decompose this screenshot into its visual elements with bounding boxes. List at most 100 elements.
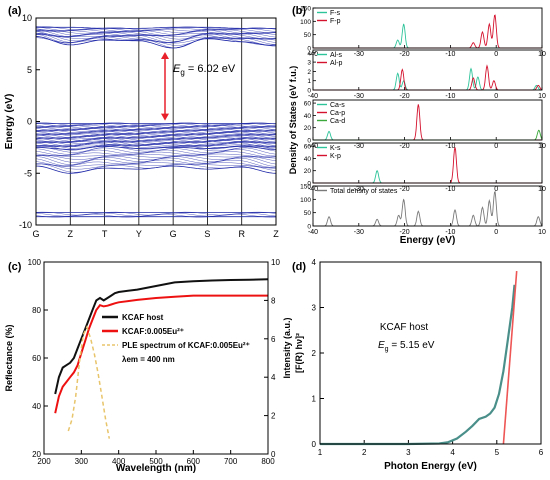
ytick-label: -5: [24, 168, 32, 178]
dos-curve: [313, 64, 543, 91]
panel-c-xlabel: Wavelength (nm): [116, 463, 196, 474]
tauc-xtick-label: 4: [450, 448, 455, 457]
dos-legend-label: Ca-p: [330, 110, 345, 117]
refl-ytick-label: 20: [32, 450, 41, 459]
panel-d-ylabel: [F(R) hν]²: [294, 333, 304, 373]
tauc-ytick-label: 4: [312, 258, 317, 267]
tauc-xtick-label: 2: [362, 448, 367, 457]
refl-ytick-label: 80: [32, 306, 41, 315]
dos-ytick-label: 1: [307, 78, 311, 85]
dos-ytick-label: 150: [300, 184, 311, 191]
band-line: [35, 32, 277, 40]
panel-c-ylabel-left: Reflectance (%): [4, 324, 14, 391]
dos-curve: [313, 169, 542, 184]
refl-xtick-label: 600: [187, 457, 201, 466]
dos-legend-label: Total density of states: [330, 188, 398, 195]
panel-a-frame: [35, 17, 277, 226]
refl-ytick-right-label: 10: [271, 258, 280, 267]
dos-xtick-label: -10: [445, 186, 455, 193]
dos-ytick-label: 60: [304, 144, 312, 151]
dos-ytick-label: 100: [300, 19, 311, 26]
dos-xtick-label: -20: [400, 93, 410, 100]
gap-subscript: g: [180, 68, 184, 77]
dos-xtick-label: -10: [445, 51, 455, 58]
dos-curve: [313, 104, 542, 141]
panel-d-xlabel: Photon Energy (eV): [384, 461, 477, 472]
panel-b-xlabel: Energy (eV): [400, 235, 456, 246]
dos-curve: [313, 67, 542, 91]
dos-curve: [313, 130, 542, 141]
dos-ytick-label: 50: [304, 32, 312, 39]
dos-xtick-label: -30: [354, 229, 364, 236]
tauc-ytick-label: 0: [312, 440, 317, 449]
gap-symbol: E: [173, 63, 181, 75]
band-line: [35, 31, 277, 39]
dos-ytick-label: 3: [307, 60, 311, 67]
tauc-xtick-label: 5: [495, 448, 500, 457]
dos-xtick-label: 0: [494, 143, 498, 150]
dos-xtick-label: 0: [494, 51, 498, 58]
dos-legend-label: Ca-d: [330, 118, 345, 125]
band-line: [35, 144, 277, 151]
refl-ytick-label: 100: [28, 258, 42, 267]
host-reflectance-curve: [54, 278, 269, 395]
panel-a-ylabel: Energy (eV): [4, 94, 15, 150]
tauc-xtick-label: 3: [406, 448, 411, 457]
dos-legend-label: F-s: [330, 10, 341, 17]
band-line: [35, 157, 277, 167]
dos-ytick-label: 0: [307, 46, 311, 53]
band-line: [35, 35, 277, 46]
refl-legend-label: KCAF host: [122, 313, 164, 322]
kpoint-label: Z: [68, 229, 74, 239]
kpoint-label: R: [238, 229, 245, 239]
refl-legend-label: KCAF:0.005Eu²⁺: [122, 327, 184, 336]
band-line: [35, 163, 277, 170]
refl-xtick-label: 500: [149, 457, 163, 466]
dos-ytick-label: 60: [304, 101, 312, 108]
band-line: [35, 36, 277, 49]
dos-xtick-label: -40: [308, 229, 318, 236]
band-line: [35, 159, 277, 168]
dos-legend-label: K-p: [330, 153, 341, 160]
dos-ytick-label: 40: [304, 156, 312, 163]
dos-xtick-label: -20: [400, 143, 410, 150]
dos-ytick-label: 0: [307, 224, 311, 231]
dos-frame: [312, 99, 543, 141]
dos-xtick-label: -30: [354, 51, 364, 58]
refl-ytick-label: 40: [32, 402, 41, 411]
tauc-fit-line: [502, 271, 518, 445]
band-line: [35, 212, 277, 217]
dos-xtick-label: -20: [400, 229, 410, 236]
dos-legend-label: F-p: [330, 18, 341, 25]
band-line: [35, 143, 277, 148]
band-line: [35, 138, 277, 144]
refl-ytick-label: 60: [32, 354, 41, 363]
gap-annotation: Eg = 6.02 eV: [173, 63, 236, 77]
gap-value: = 6.02 eV: [185, 63, 236, 75]
dos-xtick-label: -20: [400, 186, 410, 193]
dos-xtick-label: -30: [354, 93, 364, 100]
dos-xtick-label: 0: [494, 93, 498, 100]
dos-legend-label: Ca-s: [330, 102, 345, 109]
gap-arrow-head-up: [161, 52, 169, 60]
dos-frame: [312, 185, 543, 227]
tauc-ytick-label: 1: [312, 395, 317, 404]
band-line: [36, 26, 276, 29]
dos-ytick-label: 50: [304, 210, 312, 217]
band-line: [35, 149, 277, 157]
kpoint-label: G: [170, 229, 177, 239]
kpoint-label: Z: [273, 229, 279, 239]
dos-ytick-label: 0: [307, 138, 311, 145]
refl-ytick-right-label: 2: [271, 412, 276, 421]
dos-xtick-label: 0: [494, 186, 498, 193]
panel-b-label: (b): [292, 5, 306, 17]
dos-frame: [312, 142, 543, 184]
tauc-ytick-label: 3: [312, 304, 317, 313]
dos-xtick-label: 10: [538, 93, 546, 100]
band-line: [35, 151, 277, 158]
dos-curve: [313, 14, 542, 49]
band-line: [35, 124, 277, 128]
dos-ytick-label: 20: [304, 125, 312, 132]
band-line: [35, 163, 277, 173]
